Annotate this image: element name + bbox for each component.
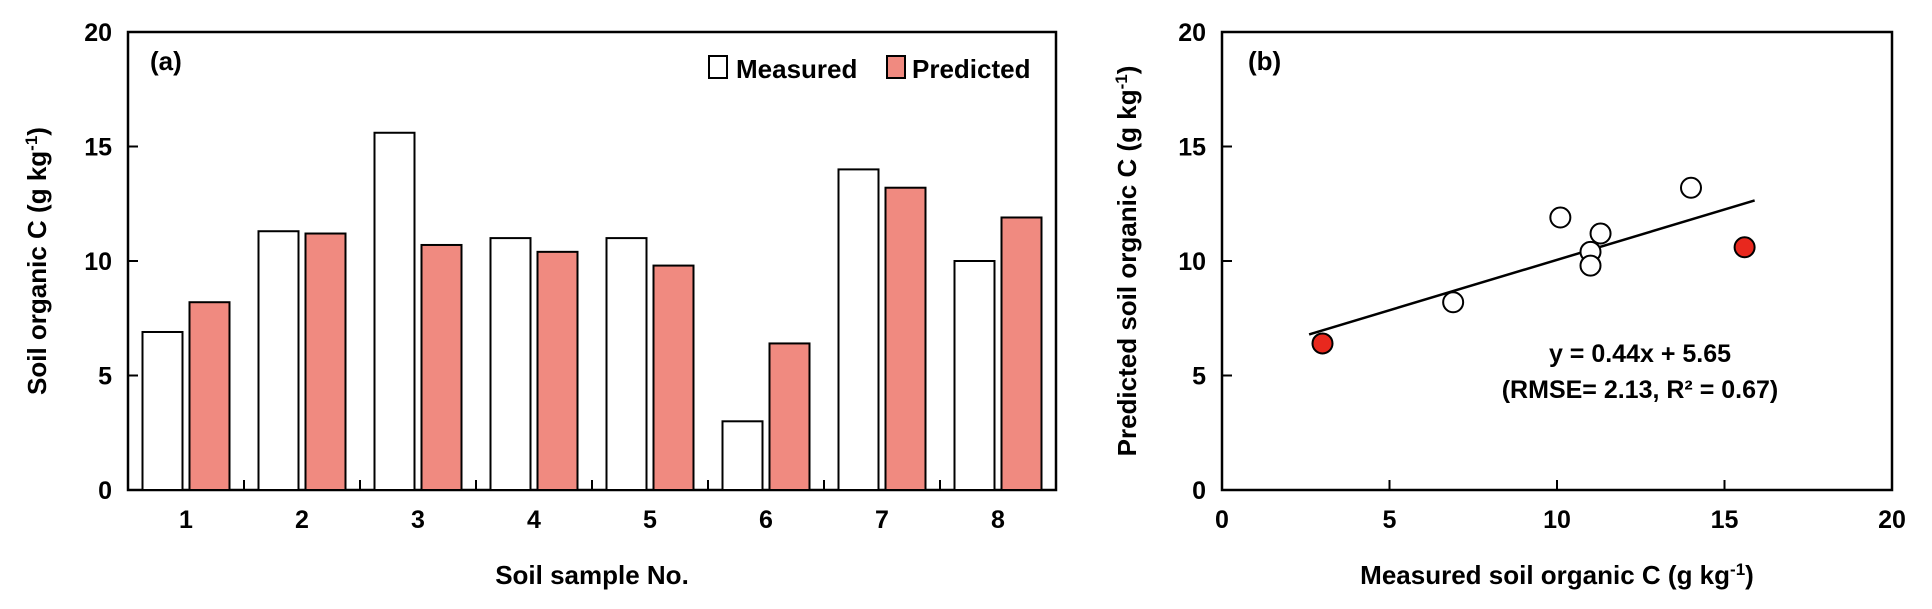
y-tick-label: 5 [1192,363,1206,391]
legend-label-measured: Measured [736,54,857,84]
bar-predicted [420,243,463,491]
panel-label-b: (b) [1248,46,1281,76]
y-tick-label: 10 [1178,248,1206,276]
y-tick-label: 20 [84,19,112,47]
bar-predicted [652,264,695,491]
y-tick-label: 0 [1192,477,1206,505]
legend-swatch-measured [708,55,728,79]
x-tick-label: 0 [1215,506,1229,534]
bar-measured [837,168,880,491]
regression-equation: y = 0.44x + 5.65 [1549,340,1731,368]
scatter-point-highlighted [1311,332,1334,355]
regression-stats: (RMSE= 2.13, R² = 0.67) [1502,376,1779,404]
bar-group [141,131,1043,492]
x-tick-label: 5 [643,506,657,534]
x-tick-label: 5 [1383,506,1397,534]
legend: Measured Predicted [708,54,1031,84]
x-tick-label: 6 [759,506,773,534]
bar-measured [373,131,416,491]
x-tick-label: 8 [991,506,1005,534]
legend-swatch-predicted [886,55,906,79]
y-tick-label: 15 [1178,134,1206,162]
bar-chart-panel: 0 5 10 15 20 1 2 3 4 5 6 7 8 (a) Measured Predicted… [22,19,1058,590]
bar-measured [257,230,300,491]
bar-chart-x-axis-title: Soil sample No. [495,560,689,590]
scatter-point [1549,206,1572,229]
x-tick-label: 15 [1711,506,1739,534]
scatter-chart-x-axis-title: Measured soil organic C (g kg-1) [1360,560,1754,590]
y-tick-label: 15 [84,134,112,162]
bar-chart-y-axis-title: Soil organic C (g kg-1) [22,127,52,395]
panel-label-a: (a) [150,46,182,76]
x-tick-label: 1 [179,506,193,534]
bar-predicted [884,186,927,491]
y-tick-label: 10 [84,248,112,276]
scatter-chart-y-ticks: 0 5 10 15 20 [1178,19,1232,505]
x-tick-label: 2 [295,506,309,534]
bar-chart-y-ticks: 0 5 10 15 20 [84,19,138,505]
regression-line [1308,199,1756,336]
scatter-chart-y-axis-title: Predicted soil organic C (g kg-1) [1112,66,1142,457]
x-tick-label: 4 [527,506,541,534]
bar-predicted [304,232,347,492]
bar-predicted [536,250,579,491]
scatter-points [1311,176,1756,355]
scatter-point [1442,291,1465,314]
bar-predicted [768,342,811,491]
x-tick-label: 7 [875,506,889,534]
y-tick-label: 0 [98,477,112,505]
scatter-chart-panel: 0 5 10 15 20 0 5 10 15 20 (b) y = 0.44x + 5.65 (… [1112,19,1906,590]
y-tick-label: 20 [1178,19,1206,47]
x-tick-label: 20 [1878,506,1906,534]
bar-predicted [1000,216,1043,492]
scatter-point-highlighted [1733,236,1756,259]
bar-chart-x-ticks: 1 2 3 4 5 6 7 8 [179,480,1005,534]
bar-measured [953,260,996,491]
bar-predicted [188,301,231,491]
y-tick-label: 5 [98,363,112,391]
bar-measured [489,237,532,491]
scatter-point [1579,254,1602,277]
scatter-point [1589,222,1612,245]
x-tick-label: 3 [411,506,425,534]
legend-label-predicted: Predicted [912,54,1031,84]
bar-measured [141,330,184,491]
scatter-chart-x-ticks: 0 5 10 15 20 [1215,480,1906,534]
bar-measured [605,237,648,491]
scatter-point [1680,176,1702,199]
bar-measured [721,420,764,491]
x-tick-label: 10 [1543,506,1571,534]
